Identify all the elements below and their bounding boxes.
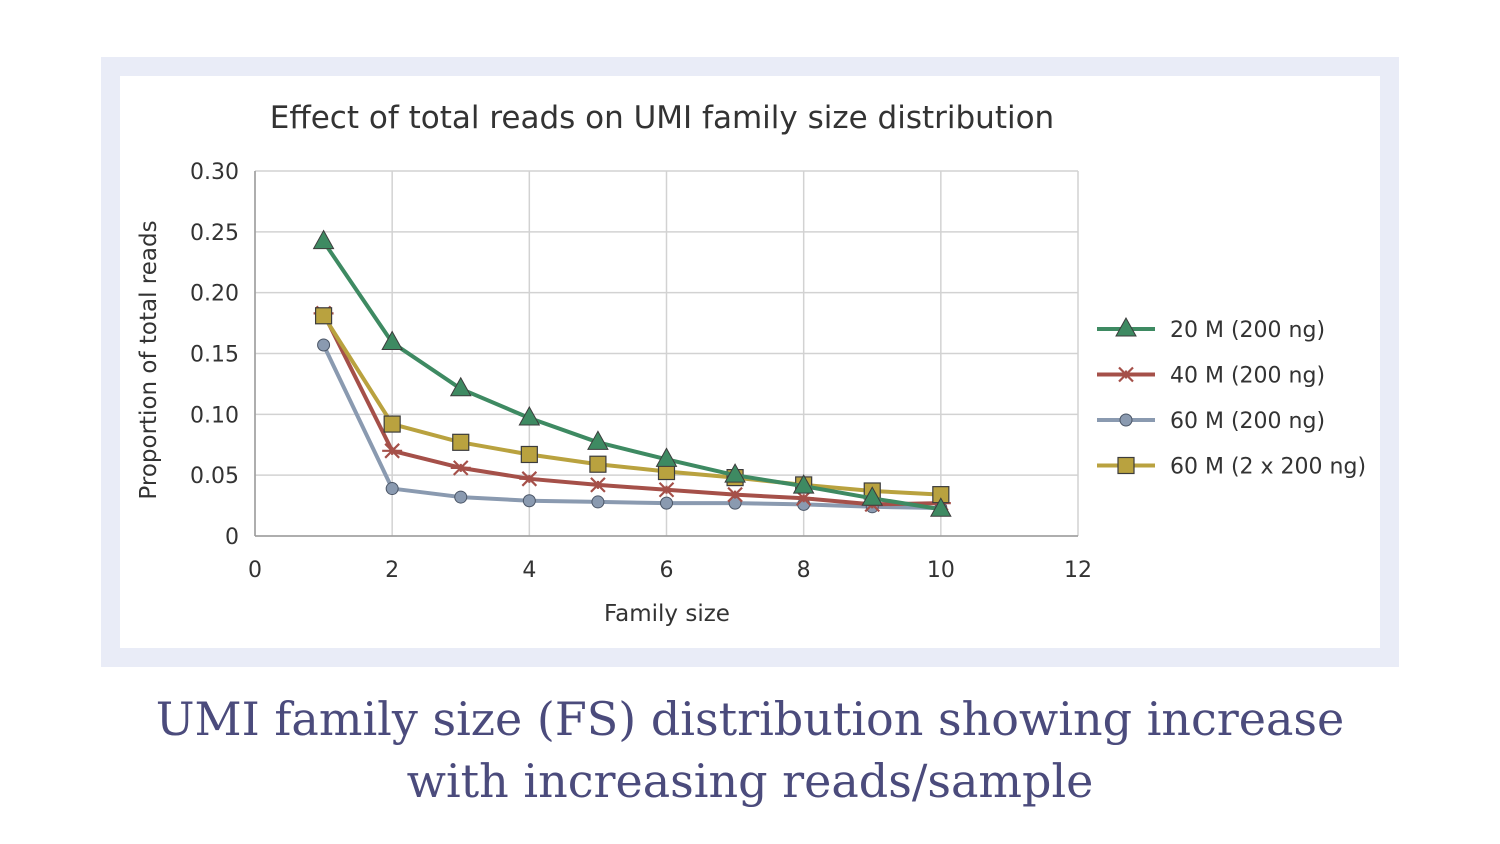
data-point-triangle [724, 463, 746, 483]
data-point-star [793, 490, 814, 507]
data-point-star [587, 477, 608, 493]
data-point-circle [1119, 413, 1133, 427]
x-tick-label: 6 [660, 558, 674, 583]
data-point-triangle [861, 486, 884, 506]
data-point-circle [385, 482, 399, 496]
caption-line-1: UMI family size (FS) distribution showin… [155, 692, 1345, 746]
caption: UMI family size (FS) distribution showin… [0, 688, 1500, 812]
y-axis-label: Proportion of total reads [136, 220, 162, 499]
y-tick-label: 0 [225, 525, 239, 550]
chart-title: Effect of total reads on UMI family size… [270, 100, 1054, 136]
data-point-triangle [587, 430, 609, 450]
legend-label: 20 M (200 ng) [1170, 318, 1325, 343]
legend-item: 40 M (200 ng) [1097, 364, 1325, 389]
data-point-square [1117, 456, 1135, 475]
x-axis-label: Family size [604, 601, 730, 627]
data-point-triangle [312, 229, 335, 250]
legend: 20 M (200 ng) 40 M (200 ng) 60 M (200 ng) 6… [1097, 316, 1366, 480]
grid [254, 170, 1079, 537]
data-point-circle [660, 496, 673, 510]
data-point-circle [454, 490, 468, 504]
data-point-triangle [655, 447, 678, 467]
data-point-star [519, 471, 540, 487]
data-point-triangle [381, 330, 404, 351]
legend-label: 40 M (200 ng) [1170, 364, 1325, 389]
data-point-star [656, 481, 677, 498]
data-point-triangle [1115, 316, 1137, 337]
series-group [312, 229, 952, 517]
x-tick-label: 10 [927, 558, 955, 583]
y-tick-label: 0.10 [190, 403, 239, 428]
y-tick-label: 0.25 [190, 221, 239, 246]
data-point-star [382, 443, 403, 459]
data-point-square [520, 445, 538, 464]
series-line [321, 240, 942, 512]
x-tick-label: 0 [248, 558, 262, 583]
data-point-square [589, 455, 607, 473]
data-point-star [1116, 366, 1136, 383]
series-line [321, 312, 941, 507]
data-point-star [450, 460, 471, 476]
y-tick-label: 0.20 [190, 282, 239, 307]
series-line [321, 314, 941, 497]
x-tick-label: 2 [385, 558, 399, 583]
data-point-star [725, 486, 746, 503]
x-tick-label: 12 [1064, 558, 1092, 583]
data-point-circle [317, 338, 331, 352]
caption-line-2: with increasing reads/sample [406, 754, 1094, 808]
data-point-triangle [449, 376, 472, 397]
series-star [313, 305, 951, 513]
series-triangle [312, 229, 952, 517]
legend-item: 20 M (200 ng) [1097, 316, 1325, 343]
legend-label: 60 M (200 ng) [1170, 409, 1325, 434]
data-point-triangle [518, 405, 541, 426]
y-tick-label: 0.15 [190, 343, 239, 368]
data-point-triangle [929, 497, 952, 517]
x-tick-label: 4 [522, 558, 536, 583]
series-line [321, 344, 941, 511]
series-square [314, 307, 950, 504]
axes: 0 2 4 6 8 10 12 0 0.05 0.10 0.15 0.20 0.25 0.30 [190, 160, 1092, 583]
legend-label: 60 M (2 x 200 ng) [1170, 455, 1366, 480]
data-point-square [452, 433, 470, 451]
legend-item: 60 M (200 ng) [1097, 409, 1325, 434]
x-tick-label: 8 [797, 558, 811, 583]
y-tick-label: 0.30 [190, 160, 239, 185]
data-point-circle [591, 495, 605, 509]
legend-item: 60 M (2 x 200 ng) [1097, 455, 1366, 480]
data-point-circle [522, 494, 536, 508]
data-point-square [314, 307, 333, 325]
data-point-triangle [792, 474, 815, 494]
y-tick-label: 0.05 [190, 464, 239, 489]
data-point-square [383, 415, 401, 433]
